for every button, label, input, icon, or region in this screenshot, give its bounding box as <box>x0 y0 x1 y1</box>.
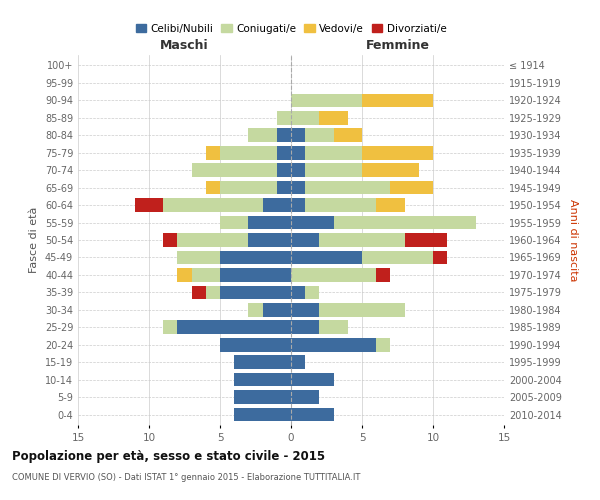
Bar <box>391 181 433 194</box>
Bar <box>362 146 433 160</box>
Bar <box>404 233 447 247</box>
Y-axis label: Fasce di età: Fasce di età <box>29 207 39 273</box>
Bar <box>291 320 319 334</box>
Bar <box>220 250 291 264</box>
Bar <box>206 146 220 160</box>
Bar <box>305 286 319 299</box>
Bar <box>319 320 348 334</box>
Bar <box>291 164 305 177</box>
Bar <box>291 128 305 142</box>
Bar <box>178 320 291 334</box>
Bar <box>291 408 334 422</box>
Text: Maschi: Maschi <box>160 38 209 52</box>
Bar <box>263 198 291 212</box>
Bar <box>277 111 291 124</box>
Bar <box>178 233 248 247</box>
Bar <box>163 198 263 212</box>
Bar <box>433 250 447 264</box>
Bar <box>305 146 362 160</box>
Bar <box>334 216 476 230</box>
Bar <box>220 338 291 351</box>
Bar <box>319 111 348 124</box>
Bar <box>248 216 291 230</box>
Bar <box>291 250 362 264</box>
Bar <box>362 250 433 264</box>
Bar <box>362 94 433 107</box>
Bar <box>291 181 305 194</box>
Bar <box>248 233 291 247</box>
Bar <box>334 128 362 142</box>
Bar <box>234 373 291 386</box>
Y-axis label: Anni di nascita: Anni di nascita <box>568 198 578 281</box>
Bar <box>376 198 404 212</box>
Bar <box>220 286 291 299</box>
Bar <box>277 164 291 177</box>
Bar <box>305 128 334 142</box>
Bar <box>163 233 178 247</box>
Bar <box>263 303 291 316</box>
Bar <box>191 164 277 177</box>
Bar <box>234 408 291 422</box>
Bar <box>291 111 319 124</box>
Bar <box>291 216 334 230</box>
Bar <box>220 146 277 160</box>
Bar <box>291 390 319 404</box>
Bar <box>291 268 376 281</box>
Legend: Celibi/Nubili, Coniugati/e, Vedovi/e, Divorziati/e: Celibi/Nubili, Coniugati/e, Vedovi/e, Di… <box>131 20 451 38</box>
Bar <box>291 233 319 247</box>
Bar <box>206 286 220 299</box>
Bar <box>206 181 220 194</box>
Bar <box>376 268 391 281</box>
Bar <box>305 181 391 194</box>
Bar <box>376 338 391 351</box>
Bar <box>291 198 305 212</box>
Bar <box>305 198 376 212</box>
Text: COMUNE DI VERVIO (SO) - Dati ISTAT 1° gennaio 2015 - Elaborazione TUTTITALIA.IT: COMUNE DI VERVIO (SO) - Dati ISTAT 1° ge… <box>12 472 361 482</box>
Bar <box>291 286 305 299</box>
Bar <box>362 164 419 177</box>
Bar <box>277 128 291 142</box>
Bar <box>178 250 220 264</box>
Bar <box>319 233 404 247</box>
Bar <box>220 268 291 281</box>
Text: Popolazione per età, sesso e stato civile - 2015: Popolazione per età, sesso e stato civil… <box>12 450 325 463</box>
Bar <box>291 338 376 351</box>
Bar <box>319 303 404 316</box>
Bar <box>291 303 319 316</box>
Bar <box>291 94 362 107</box>
Text: Femmine: Femmine <box>365 38 430 52</box>
Bar <box>234 390 291 404</box>
Bar <box>220 216 248 230</box>
Bar <box>248 303 263 316</box>
Bar <box>248 128 277 142</box>
Bar <box>220 181 277 194</box>
Bar <box>191 268 220 281</box>
Bar <box>305 164 362 177</box>
Bar <box>291 146 305 160</box>
Bar <box>234 356 291 369</box>
Bar <box>277 181 291 194</box>
Bar <box>291 373 334 386</box>
Bar <box>191 286 206 299</box>
Bar <box>291 356 305 369</box>
Bar <box>163 320 178 334</box>
Bar <box>135 198 163 212</box>
Bar <box>277 146 291 160</box>
Bar <box>178 268 191 281</box>
